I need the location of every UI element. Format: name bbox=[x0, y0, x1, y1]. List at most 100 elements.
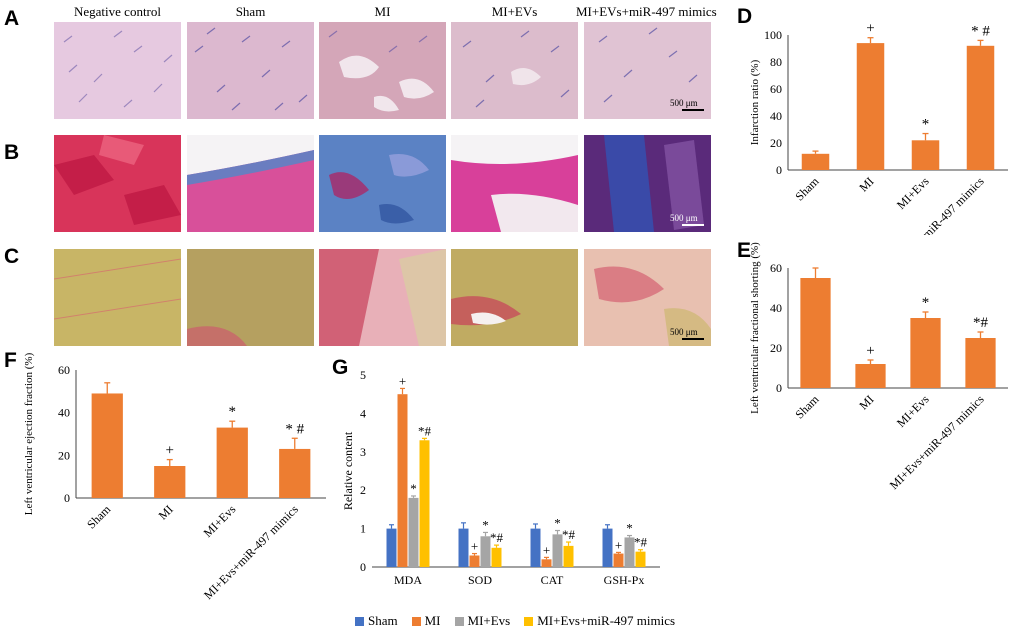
bar-cat-mi-evs bbox=[552, 534, 563, 567]
chart-g-legend: Sham MI MI+Evs MI+Evs+miR-497 mimics bbox=[355, 613, 685, 629]
bar-mi bbox=[856, 43, 885, 170]
scale-bar-row-b: 500 μm bbox=[670, 213, 704, 226]
y-axis-label: Infarction ratio (%) bbox=[749, 59, 761, 145]
micrograph-he-mi-evs-mimics bbox=[584, 22, 711, 119]
x-tick-label-gsh-px: GSH-Px bbox=[604, 573, 645, 587]
column-title-mi: MI bbox=[374, 4, 391, 19]
micrograph-sirius-mi bbox=[319, 249, 446, 346]
scale-bar-line-a bbox=[682, 109, 704, 111]
micrograph-masson-negative-control bbox=[54, 135, 181, 232]
annotation-mi-evs-mir-497-mimics: *# bbox=[973, 315, 989, 331]
y-tick-label: 60 bbox=[770, 261, 782, 275]
y-tick-label: 40 bbox=[58, 406, 70, 420]
micrograph-masson-sham bbox=[187, 135, 314, 232]
bar-cat-sham bbox=[530, 528, 541, 567]
y-tick-label: 60 bbox=[770, 82, 782, 96]
bar-mda-mi bbox=[397, 394, 408, 567]
bar-sham bbox=[800, 278, 831, 388]
y-tick-label: 40 bbox=[770, 109, 782, 123]
micrograph-masson-mi-evs bbox=[451, 135, 578, 232]
x-tick-label-mi-evs: MI+Evs bbox=[201, 502, 239, 540]
annotation-mi-evs: * bbox=[922, 117, 930, 133]
micrograph-masson-mi bbox=[319, 135, 446, 232]
bar-mda-mi-evs bbox=[408, 497, 419, 567]
annotation-mi-evs: * bbox=[922, 295, 930, 311]
y-tick-label: 0 bbox=[64, 491, 70, 505]
column-title-sham: Sham bbox=[235, 4, 266, 19]
x-tick-label-mi-evs-mir-497-mimics: MI+Evs+miR-497 mimics bbox=[887, 392, 987, 490]
x-tick-label-sham: Sham bbox=[792, 392, 822, 422]
legend-swatch-sham bbox=[355, 616, 364, 626]
y-tick-label: 4 bbox=[360, 406, 366, 420]
annotation-sod-mi-evs-mir-497-mimics: *# bbox=[490, 530, 504, 545]
y-tick-label: 0 bbox=[776, 381, 782, 395]
micrograph-sirius-sham bbox=[187, 249, 314, 346]
x-tick-label-mi: MI bbox=[156, 502, 176, 522]
x-tick-label-sham: Sham bbox=[84, 502, 114, 532]
annotation-mda-mi: + bbox=[399, 373, 406, 388]
y-tick-label: 3 bbox=[360, 445, 366, 459]
bar-mi-evs bbox=[216, 427, 248, 498]
annotation-mi: + bbox=[866, 21, 874, 37]
bar-gsh-px-mi-evs bbox=[624, 537, 635, 567]
micrograph-he-sham bbox=[187, 22, 314, 119]
annotation-cat-mi-evs-mir-497-mimics: *# bbox=[562, 527, 576, 542]
y-tick-label: 0 bbox=[360, 560, 366, 574]
micrograph-sirius-negative-control bbox=[54, 249, 181, 346]
scale-bar-label-c: 500 μm bbox=[670, 327, 698, 337]
annotation-gsh-px-mi: + bbox=[615, 537, 622, 552]
annotation-sod-mi: + bbox=[471, 539, 478, 554]
annotation-mi-evs: * bbox=[229, 404, 237, 420]
x-tick-label-mi-evs: MI+Evs bbox=[894, 174, 932, 212]
scale-bar-line-c bbox=[682, 338, 704, 340]
y-tick-label: 60 bbox=[58, 363, 70, 377]
y-tick-label: 100 bbox=[764, 28, 782, 42]
column-title-mi-evs: MI+EVs bbox=[491, 4, 538, 19]
legend-label-mi-evs-mimics: MI+Evs+miR-497 mimics bbox=[537, 613, 676, 628]
bar-sod-sham bbox=[458, 528, 469, 567]
y-tick-label: 40 bbox=[770, 301, 782, 315]
y-tick-label: 20 bbox=[58, 448, 70, 462]
scale-bar-row-a: 500 μm bbox=[670, 98, 704, 111]
annotation-mi-evs-mir-497-mimics: * # bbox=[971, 23, 990, 39]
annotation-sod-mi-evs: * bbox=[482, 517, 489, 532]
panel-label-a: A bbox=[4, 7, 20, 30]
bar-sod-mi bbox=[469, 555, 480, 567]
y-tick-label: 80 bbox=[770, 55, 782, 69]
legend-label-mi-evs: MI+Evs bbox=[467, 613, 511, 628]
x-tick-label-sod: SOD bbox=[468, 573, 492, 587]
y-tick-label: 20 bbox=[770, 136, 782, 150]
y-axis-label: Relative content bbox=[341, 431, 355, 510]
bar-mi-evs-mir-497-mimics bbox=[966, 45, 995, 170]
micrograph-sirius-mi-evs bbox=[451, 249, 578, 346]
annotation-mda-mi-evs-mir-497-mimics: *# bbox=[418, 423, 432, 438]
x-tick-label-cat: CAT bbox=[541, 573, 564, 587]
panel-label-d: D bbox=[737, 5, 753, 28]
column-title-negative-control: Negative control bbox=[74, 4, 161, 19]
chart-f-ejection-fraction: 0 20 40 60 Left ventricular ejection fractio… bbox=[23, 352, 326, 602]
panel-label-c: C bbox=[4, 245, 20, 268]
y-tick-label: 20 bbox=[770, 341, 782, 355]
bar-mi-evs bbox=[911, 140, 940, 170]
x-tick-label-mda: MDA bbox=[394, 573, 422, 587]
micrograph-he-mi bbox=[319, 22, 446, 119]
bar-sod-mi-evs-mir-497-mimics bbox=[491, 547, 502, 567]
legend-swatch-mi-evs bbox=[454, 616, 464, 626]
scale-bar-label-a: 500 μm bbox=[670, 98, 698, 108]
bar-gsh-px-sham bbox=[602, 528, 613, 567]
annotation-cat-mi-evs: * bbox=[554, 516, 561, 531]
x-tick-label-mi: MI bbox=[856, 392, 876, 412]
y-tick-label: 1 bbox=[360, 522, 366, 536]
legend-item-mi: MI bbox=[411, 613, 441, 629]
scale-bar-label-b: 500 μm bbox=[670, 213, 698, 223]
panel-label-g: G bbox=[332, 356, 349, 379]
annotation-gsh-px-mi-evs-mir-497-mimics: *# bbox=[634, 535, 648, 550]
y-tick-label: 5 bbox=[360, 368, 366, 382]
bar-mi bbox=[855, 364, 886, 388]
chart-e-fractional-shorting: 0 20 40 60 Left ventricular fractional short… bbox=[749, 242, 1008, 490]
y-axis-label: Left ventricular ejection fraction (%) bbox=[23, 352, 35, 515]
bar-cat-mi bbox=[541, 559, 552, 567]
bar-mda-sham bbox=[386, 528, 397, 567]
micrograph-he-mi-evs bbox=[451, 22, 578, 119]
